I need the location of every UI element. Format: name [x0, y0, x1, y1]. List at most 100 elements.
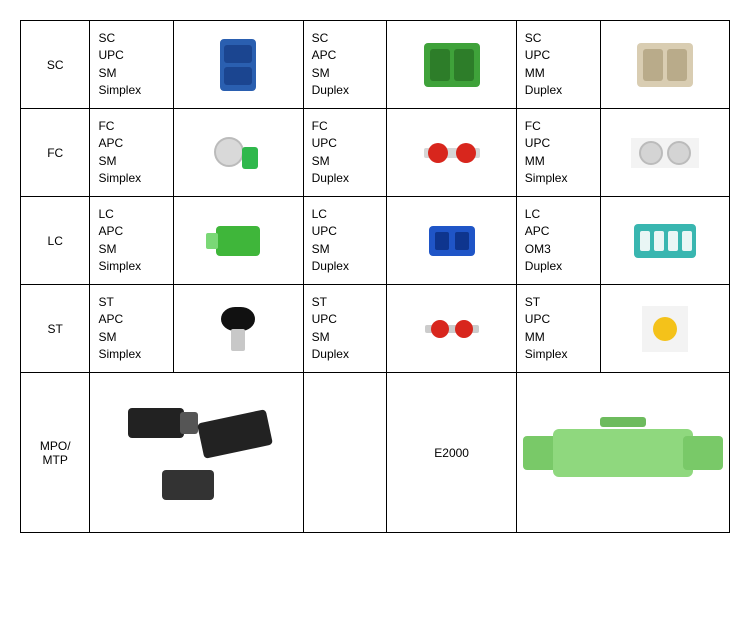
sc-upc-sm-simplex-icon: [220, 39, 256, 91]
spec-line: APC: [98, 135, 165, 152]
row-head-st: ST: [21, 285, 90, 373]
spec-cell: SC UPC MM Duplex: [516, 21, 600, 109]
image-cell: [600, 285, 729, 373]
lc-apc-om3-duplex-icon: [634, 224, 696, 258]
image-cell: [387, 197, 516, 285]
spec-cell: FC UPC MM Simplex: [516, 109, 600, 197]
row-head-mpo: MPO/ MTP: [21, 373, 90, 533]
image-cell: [516, 373, 729, 533]
fc-apc-sm-simplex-icon: [208, 133, 268, 173]
spec-line: LC: [525, 206, 592, 223]
spec-line: SC: [312, 30, 379, 47]
spec-cell: SC APC SM Duplex: [303, 21, 387, 109]
spec-line: SC: [98, 30, 165, 47]
lc-upc-sm-duplex-icon: [429, 226, 475, 256]
spec-line: Simplex: [525, 346, 592, 363]
row-head-lc: LC: [21, 197, 90, 285]
spec-line: UPC: [312, 135, 379, 152]
spec-line: MM: [525, 153, 592, 170]
spec-line: ST: [312, 294, 379, 311]
table-row: FC FC APC SM Simplex FC UPC SM Duplex FC…: [21, 109, 730, 197]
spec-line: UPC: [525, 135, 592, 152]
spec-line: SM: [312, 329, 379, 346]
image-cell: [387, 109, 516, 197]
spec-line: OM3: [525, 241, 592, 258]
spec-line: Duplex: [312, 82, 379, 99]
spec-cell: LC APC OM3 Duplex: [516, 197, 600, 285]
spec-cell-empty: [303, 373, 387, 533]
spec-cell: SC UPC SM Simplex: [90, 21, 174, 109]
spec-line: Simplex: [98, 346, 165, 363]
adapter-table: SC SC UPC SM Simplex SC APC SM Duplex SC…: [20, 20, 730, 533]
spec-line: MM: [525, 329, 592, 346]
spec-line: Duplex: [312, 258, 379, 275]
spec-cell: FC APC SM Simplex: [90, 109, 174, 197]
table-row: ST ST APC SM Simplex ST UPC SM Duplex ST…: [21, 285, 730, 373]
image-cell: [600, 197, 729, 285]
spec-cell: LC UPC SM Duplex: [303, 197, 387, 285]
spec-line: UPC: [312, 223, 379, 240]
spec-line: Duplex: [312, 170, 379, 187]
spec-line: LC: [98, 206, 165, 223]
row-head-fc: FC: [21, 109, 90, 197]
spec-line: SM: [98, 241, 165, 258]
table-row-bottom: MPO/ MTP E2000: [21, 373, 730, 533]
spec-cell: ST UPC SM Duplex: [303, 285, 387, 373]
spec-line: MM: [525, 65, 592, 82]
mpo-mtp-adapter-icon: [122, 398, 272, 508]
spec-line: ST: [525, 294, 592, 311]
spec-line: UPC: [525, 311, 592, 328]
sc-upc-mm-duplex-icon: [637, 43, 693, 87]
e2000-adapter-icon: [523, 415, 723, 491]
spec-line: Simplex: [98, 258, 165, 275]
spec-line: FC: [525, 118, 592, 135]
spec-line: SM: [312, 153, 379, 170]
spec-line: UPC: [98, 47, 165, 64]
spec-line: Simplex: [98, 82, 165, 99]
spec-line: UPC: [312, 311, 379, 328]
spec-line: Simplex: [525, 170, 592, 187]
spec-cell: FC UPC SM Duplex: [303, 109, 387, 197]
spec-line: SM: [98, 153, 165, 170]
spec-line: FC: [312, 118, 379, 135]
spec-line: SM: [98, 65, 165, 82]
spec-line: Duplex: [312, 346, 379, 363]
table-row: LC LC APC SM Simplex LC UPC SM Duplex LC…: [21, 197, 730, 285]
table-row: SC SC UPC SM Simplex SC APC SM Duplex SC…: [21, 21, 730, 109]
spec-line: SC: [525, 30, 592, 47]
spec-line: SM: [98, 329, 165, 346]
fc-upc-mm-simplex-icon: [631, 138, 699, 168]
row-head-e2000: E2000: [387, 373, 516, 533]
st-apc-sm-simplex-icon: [218, 307, 258, 351]
image-cell: [90, 373, 303, 533]
spec-cell: ST APC SM Simplex: [90, 285, 174, 373]
lc-apc-sm-simplex-icon: [216, 226, 260, 256]
fc-upc-sm-duplex-icon: [420, 135, 484, 171]
image-cell: [174, 109, 303, 197]
image-cell: [174, 285, 303, 373]
spec-line: UPC: [525, 47, 592, 64]
spec-line: APC: [525, 223, 592, 240]
row-head-sc: SC: [21, 21, 90, 109]
st-upc-sm-duplex-icon: [423, 314, 481, 344]
spec-line: SM: [312, 65, 379, 82]
image-cell: [600, 109, 729, 197]
image-cell: [600, 21, 729, 109]
spec-line: Duplex: [525, 258, 592, 275]
adapter-table-container: SC SC UPC SM Simplex SC APC SM Duplex SC…: [20, 20, 730, 533]
image-cell: [387, 285, 516, 373]
spec-cell: LC APC SM Simplex: [90, 197, 174, 285]
spec-line: APC: [98, 311, 165, 328]
spec-line: Duplex: [525, 82, 592, 99]
sc-apc-sm-duplex-icon: [424, 43, 480, 87]
spec-cell: ST UPC MM Simplex: [516, 285, 600, 373]
st-upc-mm-simplex-icon: [642, 306, 688, 352]
spec-line: ST: [98, 294, 165, 311]
spec-line: LC: [312, 206, 379, 223]
spec-line: APC: [98, 223, 165, 240]
image-cell: [174, 21, 303, 109]
image-cell: [174, 197, 303, 285]
spec-line: APC: [312, 47, 379, 64]
image-cell: [387, 21, 516, 109]
spec-line: Simplex: [98, 170, 165, 187]
